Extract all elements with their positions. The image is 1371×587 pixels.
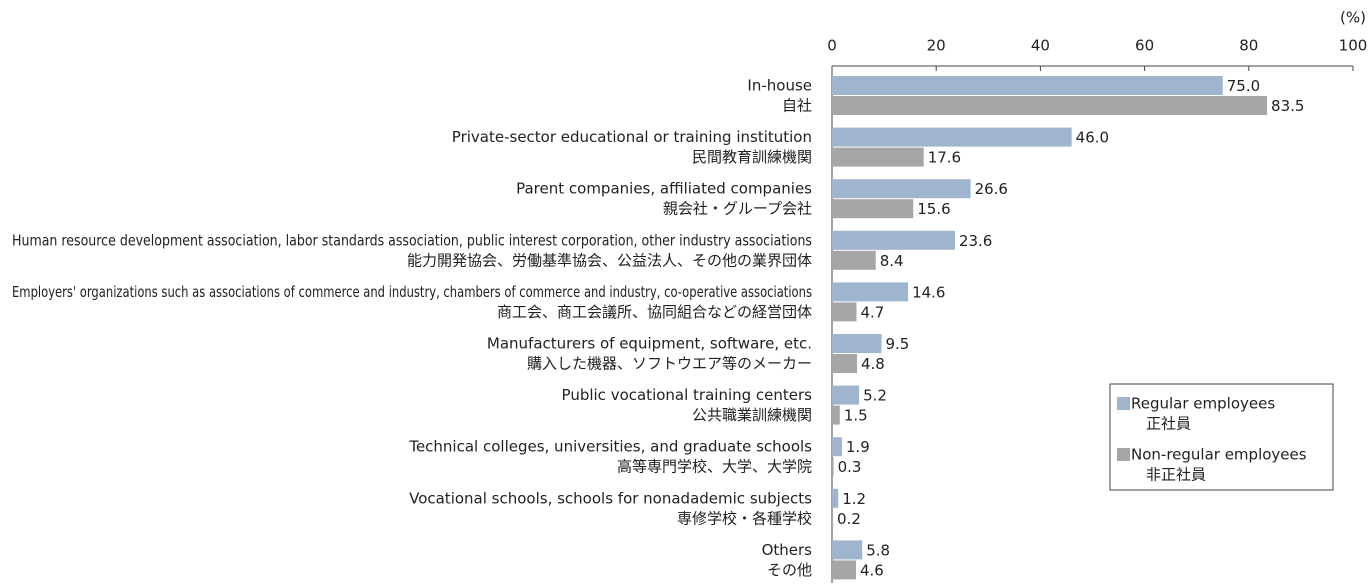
legend-label: Regular employees [1131, 395, 1275, 413]
bar [832, 199, 914, 219]
category-label-ja: その他 [767, 561, 812, 579]
legend-swatch [1117, 448, 1130, 461]
category-label-ja: 能力開発協会、労働基準協会、公益法人、その他の業界団体 [407, 251, 812, 269]
bar [832, 405, 840, 425]
category-label: Public vocational training centers [562, 386, 813, 404]
category-label-ja: 商工会、商工会議所、協同組合などの経営団体 [497, 303, 812, 321]
bar [832, 127, 1072, 147]
category-label: Private-sector educational or training i… [452, 128, 812, 146]
bar [832, 147, 924, 167]
bar [832, 560, 856, 580]
bar [832, 96, 1268, 115]
category-label: Human resource development association, … [12, 231, 812, 249]
legend-swatch [1117, 397, 1130, 410]
value-label: 5.8 [866, 541, 890, 559]
x-tick-label: 0 [827, 37, 837, 55]
category-label-ja: 購入した機器、ソフトウエア等のメーカー [527, 355, 812, 373]
value-label: 15.6 [917, 200, 950, 218]
value-label: 83.5 [1271, 97, 1304, 115]
legend-label-ja: 正社員 [1146, 415, 1191, 433]
legend-label: Non-regular employees [1131, 446, 1307, 464]
x-tick-label: 60 [1135, 37, 1154, 55]
value-label: 5.2 [863, 387, 887, 405]
value-label: 17.6 [928, 149, 961, 167]
category-label: In-house [747, 77, 812, 95]
value-label: 4.7 [860, 303, 884, 321]
value-label: 4.8 [861, 355, 885, 373]
category-label: Technical colleges, universities, and gr… [408, 438, 812, 456]
value-label: 4.6 [860, 561, 884, 579]
bar [832, 282, 909, 302]
bar [832, 179, 971, 199]
value-label: 46.0 [1076, 129, 1109, 147]
value-label: 0.2 [837, 510, 861, 528]
category-label-ja: 民間教育訓練機関 [692, 148, 812, 166]
bar [832, 302, 857, 322]
category-label: Manufacturers of equipment, software, et… [487, 335, 812, 353]
category-label: Others [762, 541, 813, 559]
category-label-ja: 専修学校・各種学校 [677, 509, 812, 527]
bar [832, 230, 955, 250]
bar [832, 76, 1223, 95]
bar [832, 488, 839, 508]
x-tick-label: 100 [1339, 37, 1368, 55]
legend-box [1109, 383, 1334, 491]
value-label: 1.9 [846, 438, 870, 456]
category-label-ja: 公共職業訓練機関 [692, 406, 812, 424]
unit-label: (%) [1340, 9, 1366, 27]
bar [832, 508, 834, 528]
category-label-ja: 親会社・グループ会社 [663, 200, 812, 218]
value-label: 14.6 [912, 283, 945, 301]
bar [832, 334, 882, 353]
value-label: 23.6 [959, 232, 992, 250]
bar [832, 437, 842, 457]
bar [832, 354, 858, 373]
bar [832, 457, 834, 477]
value-label: 75.0 [1227, 77, 1260, 95]
value-label: 1.5 [844, 407, 868, 425]
category-label: Employers' organizations such as associa… [12, 283, 812, 301]
value-label: 0.3 [838, 458, 862, 476]
x-tick-label: 20 [927, 37, 946, 55]
x-tick-label: 80 [1239, 37, 1258, 55]
category-label-ja: 高等専門学校、大学、大学院 [617, 458, 812, 476]
bar [832, 385, 860, 405]
bar [832, 540, 863, 560]
value-label: 9.5 [885, 335, 909, 353]
value-label: 8.4 [880, 252, 904, 270]
value-label: 26.6 [975, 180, 1008, 198]
legend-label-ja: 非正社員 [1146, 466, 1206, 484]
category-label: Vocational schools, schools for nonadade… [409, 489, 812, 507]
value-label: 1.2 [842, 490, 866, 508]
category-label: Parent companies, affiliated companies [516, 180, 812, 198]
x-tick-label: 40 [1031, 37, 1050, 55]
bar [832, 250, 876, 270]
category-label-ja: 自社 [782, 97, 812, 115]
